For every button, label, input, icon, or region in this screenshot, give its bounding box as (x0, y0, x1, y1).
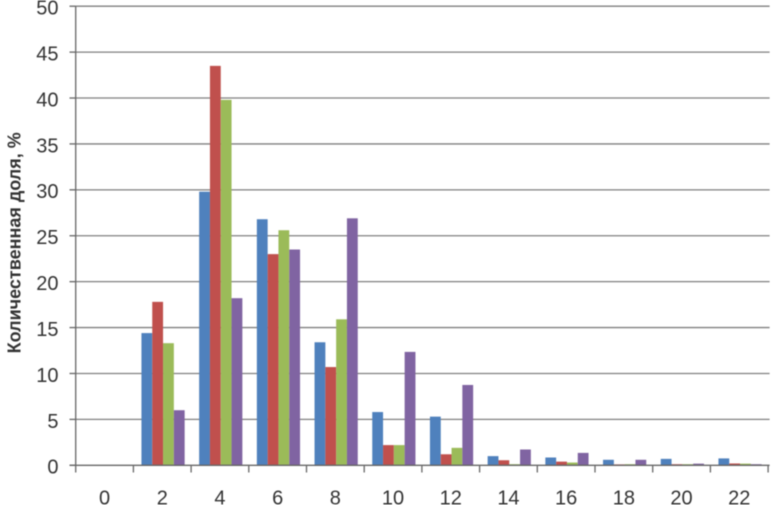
svg-text:14: 14 (497, 488, 519, 505)
svg-text:4: 4 (214, 488, 225, 505)
svg-text:15: 15 (36, 319, 58, 341)
svg-text:45: 45 (36, 44, 58, 66)
svg-text:2: 2 (157, 488, 168, 505)
svg-text:0: 0 (99, 488, 110, 505)
svg-text:22: 22 (728, 488, 750, 505)
svg-text:18: 18 (613, 488, 635, 505)
svg-text:20: 20 (670, 488, 692, 505)
svg-text:10: 10 (36, 365, 58, 387)
svg-text:25: 25 (36, 227, 58, 249)
svg-text:40: 40 (36, 89, 58, 111)
svg-text:35: 35 (36, 135, 58, 157)
svg-text:10: 10 (382, 488, 404, 505)
svg-text:0: 0 (47, 457, 58, 479)
svg-text:Количественная доля, %: Количественная доля, % (5, 132, 25, 353)
svg-text:20: 20 (36, 273, 58, 295)
svg-text:30: 30 (36, 181, 58, 203)
svg-text:5: 5 (47, 411, 58, 433)
svg-text:16: 16 (555, 488, 577, 505)
svg-text:50: 50 (36, 0, 58, 20)
svg-text:6: 6 (272, 488, 283, 505)
svg-text:12: 12 (440, 488, 462, 505)
svg-text:8: 8 (330, 488, 341, 505)
